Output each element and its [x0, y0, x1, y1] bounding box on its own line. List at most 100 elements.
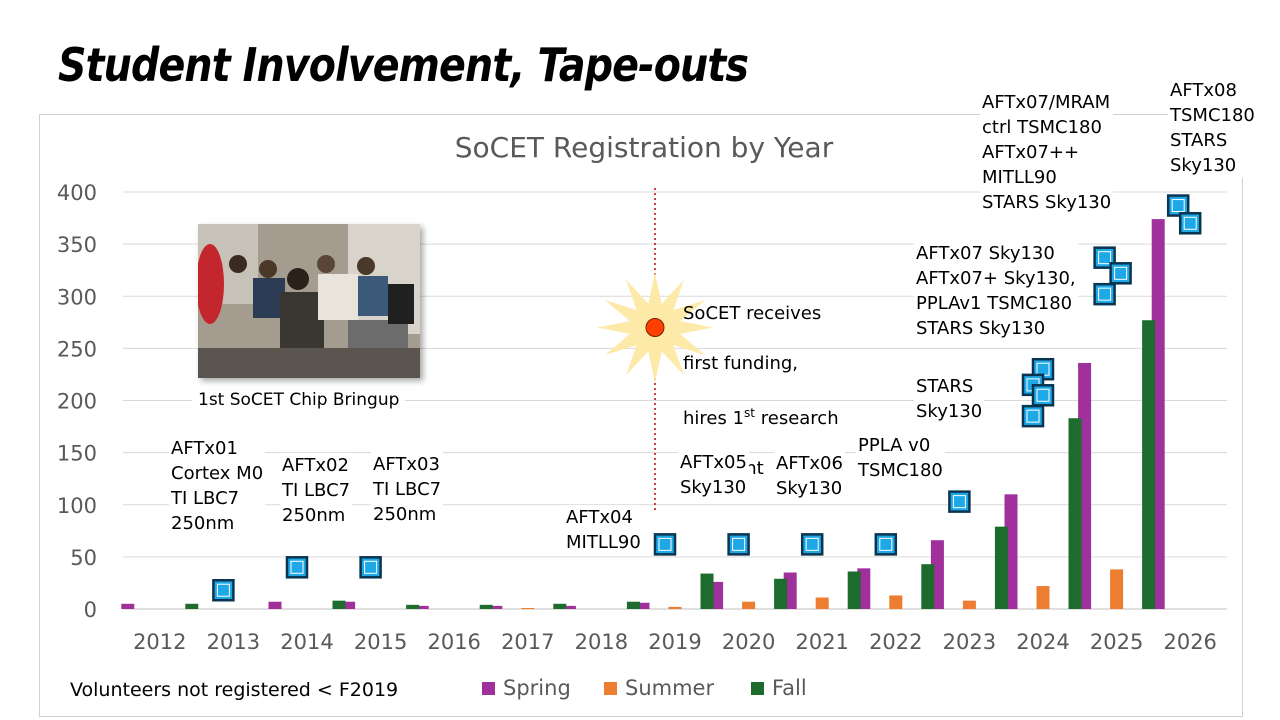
y-tick-label: 200 [57, 390, 97, 414]
tapeout-chip-icon-inner [1114, 266, 1128, 280]
tapeout-chip-icon-inner [658, 537, 672, 551]
funding-line2: first funding, [683, 353, 799, 374]
tapeout-chip-icon-inner [1026, 409, 1040, 423]
bar-fall-2023 [994, 526, 1008, 609]
tapeout-chip-icon [212, 578, 235, 602]
bar-summer-2017 [521, 607, 535, 609]
tapeout-chip-icon [359, 556, 382, 579]
annotation-2021: AFTx06 Sky130 [774, 451, 845, 501]
x-tick-label: 2016 [427, 630, 480, 654]
chip-bringup-photo [198, 224, 420, 378]
bar-fall-2019 [700, 573, 714, 609]
legend-fall-label: Fall [772, 676, 807, 700]
bar-summer-2024 [1036, 586, 1050, 609]
bar-summer-2020 [742, 601, 756, 609]
annotation-2015: AFTx03 TI LBC7 250nm [371, 452, 444, 527]
annotation-2024: AFTx07 Sky130 AFTx07+ Sky130, PPLAv1 TSM… [914, 241, 1078, 341]
legend-fall: Fall [751, 676, 807, 700]
chart-title: SoCET Registration by Year [455, 131, 834, 164]
x-tick-label: 2023 [943, 630, 996, 654]
x-tick-label: 2015 [354, 630, 407, 654]
annotation-2013: AFTx01 Cortex M0 TI LBC7 250nm [169, 436, 266, 536]
tapeout-chip-icon [1093, 282, 1116, 306]
x-tick-label: 2025 [1090, 630, 1143, 654]
x-tick-label: 2026 [1163, 630, 1216, 654]
tapeout-chip-icon-inner [1183, 216, 1197, 230]
slide-title: Student Involvement, Tape-outs [58, 38, 749, 92]
bar-spring-2014 [268, 601, 282, 609]
funding-starburst [597, 272, 713, 383]
tapeout-chip-icon-inner [216, 583, 230, 597]
bar-fall-2020 [774, 578, 788, 609]
annotation-2014: AFTx02 TI LBC7 250nm [280, 453, 353, 528]
tapeout-chip-icon-inner [732, 537, 746, 551]
bar-summer-2021 [815, 597, 829, 609]
x-tick-label: 2012 [133, 630, 186, 654]
tapeout-chip-icon [874, 533, 898, 556]
legend-summer-label: Summer [625, 676, 715, 700]
y-tick-label: 350 [57, 233, 97, 257]
bar-summer-2025 [1110, 569, 1124, 609]
bar-spring-2015 [342, 601, 356, 609]
tapeout-chip-icon [1031, 384, 1055, 407]
legend-spring: Spring [482, 676, 571, 700]
annotation-2025: AFTx07/MRAM ctrl TSMC180 AFTx07++ MITLL9… [980, 90, 1114, 215]
legend-summer-swatch [604, 681, 617, 695]
bar-spring-2012 [121, 603, 135, 609]
funding-line1: SoCET receives [683, 303, 822, 324]
y-tick-label: 0 [84, 598, 97, 622]
tapeout-chip-icon-inner [1098, 251, 1112, 265]
x-tick-label: 2014 [280, 630, 333, 654]
tapeout-chip-icon [800, 533, 824, 556]
funding-marker-dot [645, 318, 665, 338]
x-tick-label: 2013 [207, 630, 260, 654]
bar-fall-2017 [553, 603, 567, 609]
annotation-2020: AFTx05 Sky130 [678, 450, 749, 500]
x-tick-label: 2019 [648, 630, 701, 654]
tapeout-chip-icon [727, 533, 750, 556]
bar-fall-2021 [847, 571, 861, 609]
y-tick-label: 250 [57, 337, 97, 361]
bar-summer-2022 [889, 595, 903, 609]
tapeout-chip-icon-inner [364, 560, 378, 574]
x-tick-label: 2021 [795, 630, 848, 654]
tapeout-chip-icon [1021, 404, 1045, 428]
tapeout-chip-icon [653, 533, 677, 556]
tapeout-chip-icon-inner [952, 495, 966, 509]
bar-summer-2019 [668, 606, 682, 609]
funding-line3-post: research [755, 408, 839, 429]
legend-summer: Summer [604, 676, 714, 700]
bar-fall-2025 [1142, 320, 1156, 609]
y-tick-label: 100 [57, 494, 97, 518]
annotation-2023: STARS Sky130 [914, 374, 985, 424]
chart-frame [39, 114, 1243, 717]
tapeout-chip-icon [285, 556, 309, 579]
tapeout-chip-icon [948, 490, 971, 513]
x-tick-label: 2024 [1016, 630, 1069, 654]
bar-spring-2018 [562, 605, 576, 609]
y-tick-label: 300 [57, 285, 97, 309]
bar-fall-2012 [185, 603, 199, 609]
x-tick-label: 2018 [575, 630, 628, 654]
bar-series [121, 194, 1202, 610]
y-tick-label: 400 [57, 181, 97, 205]
legend-spring-label: Spring [503, 676, 571, 700]
tapeout-chip-icon-inner [1098, 287, 1112, 301]
tapeout-chip-icon-inner [805, 537, 819, 551]
photo-caption: 1st SoCET Chip Bringup [192, 390, 406, 410]
bar-summer-2023 [962, 600, 976, 609]
axis-labels: 0 50 100 150 200 250 300 350 400 2012 2013 2014 2015… [57, 181, 1217, 654]
funding-line3-sup: st [744, 406, 756, 420]
bar-fall-2022 [921, 564, 935, 609]
x-tick-label: 2022 [869, 630, 922, 654]
photo-illustration [198, 224, 420, 378]
bar-fall-2015 [406, 604, 420, 609]
tapeout-chip-icon-inner [290, 560, 304, 574]
y-tick-label: 150 [57, 442, 97, 466]
annotation-2022: PPLA v0 TSMC180 [856, 433, 945, 483]
tapeout-chip-icon [1166, 194, 1190, 217]
bar-fall-2016 [479, 604, 493, 609]
funding-line3-pre: hires 1 [683, 408, 745, 429]
bar-fall-2024 [1068, 418, 1082, 609]
bar-spring-2019 [636, 602, 650, 609]
